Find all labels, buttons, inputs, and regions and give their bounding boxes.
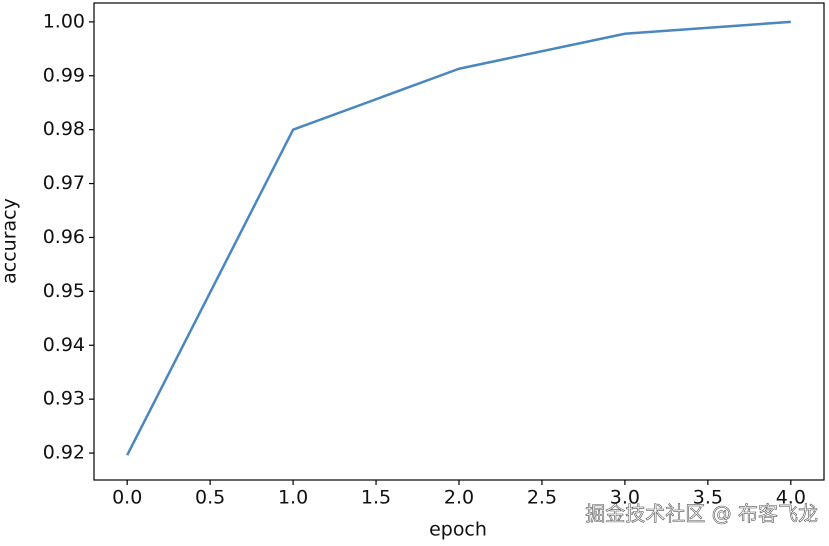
y-tick-label: 0.96: [43, 226, 85, 248]
y-tick-label: 1.00: [43, 10, 85, 32]
x-tick-label: 3.5: [693, 487, 723, 509]
y-tick-label: 0.97: [43, 172, 85, 194]
x-tick-label: 2.5: [527, 487, 557, 509]
x-tick-label: 2.0: [444, 487, 474, 509]
x-tick-label: 1.5: [361, 487, 391, 509]
y-tick-label: 0.93: [43, 388, 85, 410]
y-tick-label: 0.94: [43, 334, 85, 356]
y-tick-label: 0.99: [43, 64, 85, 86]
x-tick-label: 3.0: [610, 487, 640, 509]
x-tick-label: 1.0: [278, 487, 308, 509]
x-tick-label: 4.0: [776, 487, 806, 509]
watermark: 掘金技术社区 @ 布客飞龙: [585, 502, 818, 526]
x-tick-label: 0.0: [112, 487, 142, 509]
line-series: [126, 20, 791, 456]
y-tick-label: 0.95: [43, 280, 85, 302]
x-axis-label: epoch: [429, 519, 487, 541]
x-tick-label: 0.5: [195, 487, 225, 509]
y-tick-label: 0.92: [43, 442, 85, 464]
plot-frame: [93, 2, 825, 481]
y-axis-label: accuracy: [0, 198, 21, 284]
y-tick-label: 0.98: [43, 118, 85, 140]
